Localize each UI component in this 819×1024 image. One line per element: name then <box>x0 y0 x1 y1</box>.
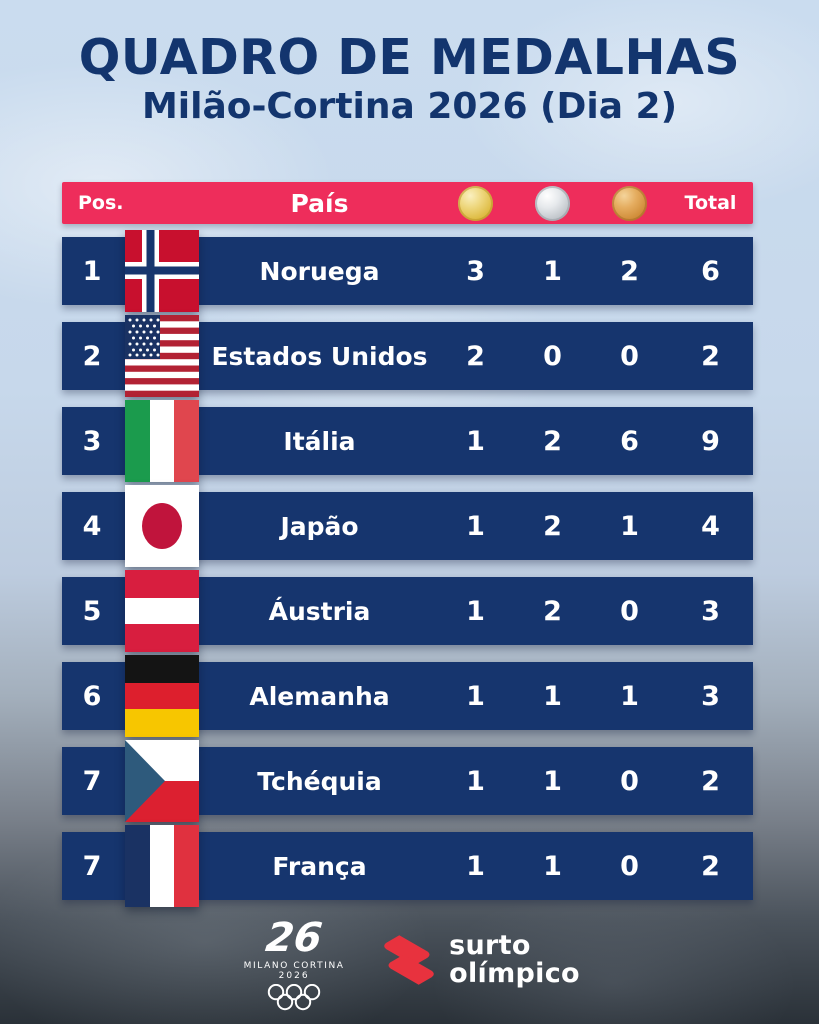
gold-count: 1 <box>466 595 485 627</box>
position-value: 2 <box>82 340 102 372</box>
silver-count: 2 <box>543 425 562 457</box>
flag-france-icon <box>125 825 199 907</box>
gold-count: 2 <box>466 340 485 372</box>
milano-cortina-year: 2026 <box>278 971 310 981</box>
country-name: Alemanha <box>249 681 390 711</box>
flag-germany-icon <box>125 655 199 737</box>
silver-count: 0 <box>543 340 562 372</box>
bronze-count: 0 <box>620 765 639 797</box>
bronze-count: 6 <box>620 425 639 457</box>
surto-wordmark: surto olímpico <box>449 932 580 987</box>
page-subtitle: Milão-Cortina 2026 (Dia 2) <box>141 85 678 127</box>
country-name: Itália <box>283 426 356 456</box>
olympic-rings-icon <box>267 983 321 1011</box>
header-country: País <box>290 188 349 218</box>
flag-japan-icon <box>125 485 199 567</box>
table-header-row: Pos. País Total <box>62 182 753 224</box>
country-name: França <box>272 851 367 881</box>
gold-count: 1 <box>466 850 485 882</box>
position-value: 4 <box>82 510 102 542</box>
total-count: 3 <box>701 595 720 627</box>
country-name: Japão <box>280 511 359 541</box>
total-count: 4 <box>701 510 720 542</box>
medal-table: Pos. País Total 1 Noruega 3 1 2 6 2 <box>62 182 753 917</box>
total-count: 9 <box>701 425 720 457</box>
total-count: 3 <box>701 680 720 712</box>
header-position: Pos. <box>78 192 124 214</box>
flag-norway-icon <box>125 230 199 312</box>
title-block: QUADRO DE MEDALHAS Milão-Cortina 2026 (D… <box>0 29 819 127</box>
bronze-count: 0 <box>620 595 639 627</box>
surto-olimpico-logo: surto olímpico <box>383 932 580 988</box>
silver-count: 2 <box>543 510 562 542</box>
silver-medal-icon <box>535 185 570 221</box>
flag-italy-icon <box>125 400 199 482</box>
total-count: 2 <box>701 765 720 797</box>
gold-count: 1 <box>466 510 485 542</box>
bronze-count: 2 <box>620 255 639 287</box>
position-value: 1 <box>82 255 102 287</box>
surto-line1: surto <box>449 930 531 962</box>
total-count: 2 <box>701 340 720 372</box>
silver-count: 1 <box>543 765 562 797</box>
page-title: QUADRO DE MEDALHAS <box>78 29 741 86</box>
position-value: 7 <box>82 850 102 882</box>
table-row: 7 Tchéquia 1 1 0 2 <box>62 740 753 822</box>
flag-austria-icon <box>125 570 199 652</box>
total-count: 2 <box>701 850 720 882</box>
table-row: 3 Itália 1 2 6 9 <box>62 400 753 482</box>
bronze-count: 1 <box>620 510 639 542</box>
total-count: 6 <box>701 255 720 287</box>
header-total: Total <box>684 192 737 214</box>
gold-count: 1 <box>466 680 485 712</box>
bronze-medal-icon <box>612 185 647 221</box>
table-row: 4 Japão 1 2 1 4 <box>62 485 753 567</box>
gold-medal-icon <box>458 185 493 221</box>
position-value: 6 <box>82 680 102 712</box>
surto-mark-icon <box>384 935 434 985</box>
flag-usa-icon <box>125 315 199 397</box>
milano-cortina-name: MILANO CORTINA <box>243 961 345 971</box>
surto-line2: olímpico <box>449 958 580 989</box>
country-name: Noruega <box>259 256 380 286</box>
bronze-count: 1 <box>620 680 639 712</box>
footer-logos: 26 MILANO CORTINA 2026 surto olímpico <box>0 915 819 1015</box>
table-row: 2 Estados Unidos <box>62 315 753 397</box>
table-row: 1 Noruega 3 1 2 6 <box>62 230 753 312</box>
milano-cortina-logo: 26 MILANO CORTINA 2026 <box>239 915 349 1015</box>
country-name: Áustria <box>268 596 371 626</box>
table-row: 6 Alemanha 1 1 1 3 <box>62 655 753 737</box>
silver-count: 1 <box>543 255 562 287</box>
gold-count: 1 <box>466 765 485 797</box>
position-value: 3 <box>82 425 102 457</box>
position-value: 7 <box>82 765 102 797</box>
bronze-count: 0 <box>620 340 639 372</box>
silver-count: 1 <box>543 680 562 712</box>
milano-cortina-mark: 26 <box>263 915 325 961</box>
country-name: Estados Unidos <box>211 341 428 371</box>
gold-count: 3 <box>466 255 485 287</box>
flag-czechia-icon <box>125 740 199 822</box>
gold-count: 1 <box>466 425 485 457</box>
silver-count: 1 <box>543 850 562 882</box>
silver-count: 2 <box>543 595 562 627</box>
table-row: 5 Áustria 1 2 0 3 <box>62 570 753 652</box>
position-value: 5 <box>82 595 102 627</box>
bronze-count: 0 <box>620 850 639 882</box>
country-name: Tchéquia <box>257 766 382 796</box>
table-row: 7 França 1 1 0 2 <box>62 825 753 907</box>
